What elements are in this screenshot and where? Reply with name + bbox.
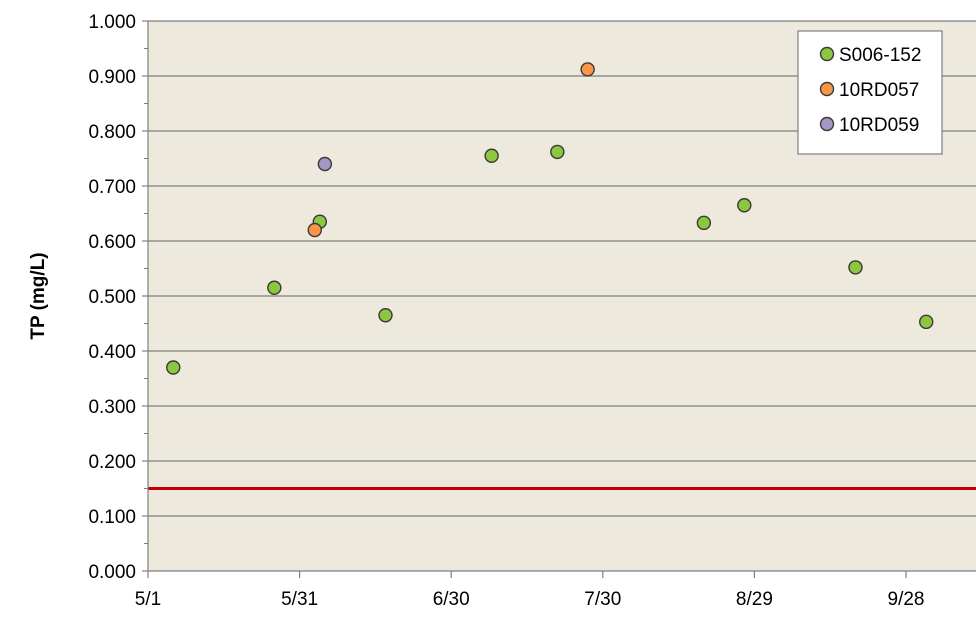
data-point — [307, 222, 322, 238]
legend-label: S006-152 — [839, 45, 921, 66]
data-point — [317, 156, 333, 172]
x-tick-label: 5/1 — [135, 589, 161, 610]
y-tick-label: 0.800 — [88, 122, 136, 143]
y-tick-label: 0.200 — [88, 452, 136, 473]
grid-lines — [148, 20, 976, 517]
x-tick-label: 9/28 — [888, 589, 925, 610]
data-point — [696, 215, 712, 231]
y-axis-title: TP (mg/L) — [28, 252, 49, 339]
legend-label: 10RD057 — [839, 80, 919, 101]
data-point — [267, 280, 282, 295]
data-point — [550, 144, 565, 160]
x-tick-label: 5/31 — [281, 589, 318, 610]
y-tick-label: 0.600 — [88, 232, 136, 253]
x-tick-labels: 5/1 5/31 6/30 7/30 8/29 9/28 — [135, 589, 925, 610]
legend-marker — [819, 46, 835, 62]
data-point — [848, 260, 863, 275]
legend-label: 10RD059 — [839, 115, 919, 136]
legend-marker — [819, 81, 835, 97]
data-point — [484, 148, 499, 163]
y-tick-label: 0.300 — [88, 397, 136, 418]
data-point — [919, 314, 934, 330]
x-tick-label: 8/29 — [736, 589, 773, 610]
y-tick-label: 0.400 — [88, 342, 136, 363]
y-tick-label: 0.700 — [88, 177, 136, 198]
y-tick-label: 0.900 — [88, 67, 136, 88]
y-tick-label: 0.000 — [88, 562, 136, 583]
x-tick-label: 7/30 — [584, 589, 621, 610]
x-tick-label: 6/30 — [433, 589, 470, 610]
y-tick-label: 0.100 — [88, 507, 136, 528]
y-tick-labels: 0.000 0.100 0.200 0.300 0.400 0.500 0.600 0.700… — [88, 12, 136, 583]
data-point — [166, 360, 181, 375]
data-point — [378, 308, 393, 323]
legend: S006-152 10RD057 10RD059 — [797, 30, 943, 155]
data-point — [737, 198, 752, 213]
axes — [142, 20, 976, 578]
y-tick-label: 1.000 — [88, 12, 136, 33]
legend-marker — [819, 116, 835, 132]
data-point — [580, 62, 595, 77]
data-points — [166, 62, 934, 375]
y-tick-label: 0.500 — [88, 287, 136, 308]
